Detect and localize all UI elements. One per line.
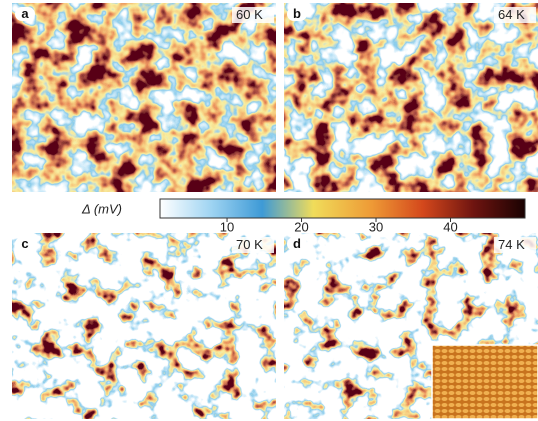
panel-label: d: [293, 236, 301, 251]
topograph-inset: [432, 345, 538, 419]
temperature: 64 K: [498, 7, 525, 22]
gap-map: [284, 3, 538, 192]
panel-label: c: [21, 236, 28, 251]
colorbar-tick-label: 20: [294, 219, 308, 234]
temperature: 60 K: [236, 7, 263, 22]
colorbar-tick-label: 10: [220, 219, 234, 234]
colorbar-label: Δ (mV): [81, 201, 122, 216]
temperature: 70 K: [236, 237, 263, 252]
gap-map: [12, 233, 276, 419]
panel-label: b: [293, 6, 301, 21]
figure: Δ (mV) a 60 K b 64 K c 70 K d 74 K 10 20 30 40: [0, 0, 538, 421]
panel-label: a: [21, 6, 29, 21]
gap-map: [12, 3, 276, 192]
colorbar-tick-label: 30: [369, 219, 383, 234]
colorbar-tick-label: 40: [443, 219, 457, 234]
temperature: 74 K: [498, 237, 525, 252]
colorbar: [160, 199, 525, 218]
